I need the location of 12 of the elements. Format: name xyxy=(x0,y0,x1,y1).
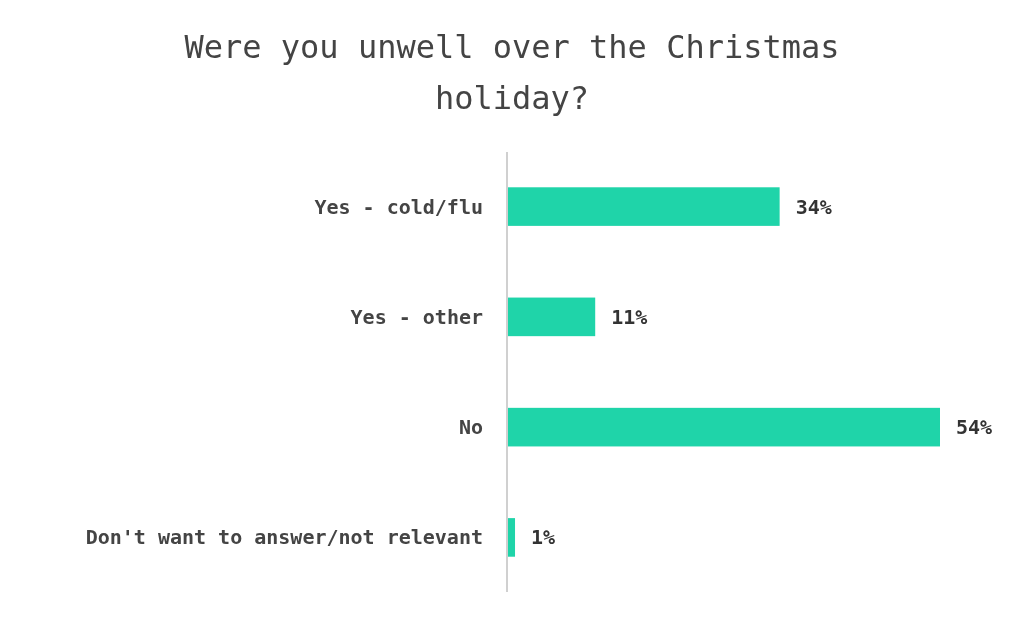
bar xyxy=(507,187,780,226)
data-label: 54% xyxy=(956,415,993,440)
y-tick-label: Yes - other xyxy=(350,304,483,329)
bar xyxy=(507,297,596,337)
data-label: 11% xyxy=(611,304,648,329)
y-tick-label: Don't want to answer/not relevant xyxy=(85,525,483,550)
y-tick-label: Yes - cold/flu xyxy=(314,194,483,219)
y-tick-label: No xyxy=(458,415,483,440)
data-label: 34% xyxy=(795,194,832,219)
data-label: 1% xyxy=(531,525,556,550)
chart-title: Were you unwell over the Christmas holiday? xyxy=(184,28,840,117)
bar xyxy=(507,407,940,447)
